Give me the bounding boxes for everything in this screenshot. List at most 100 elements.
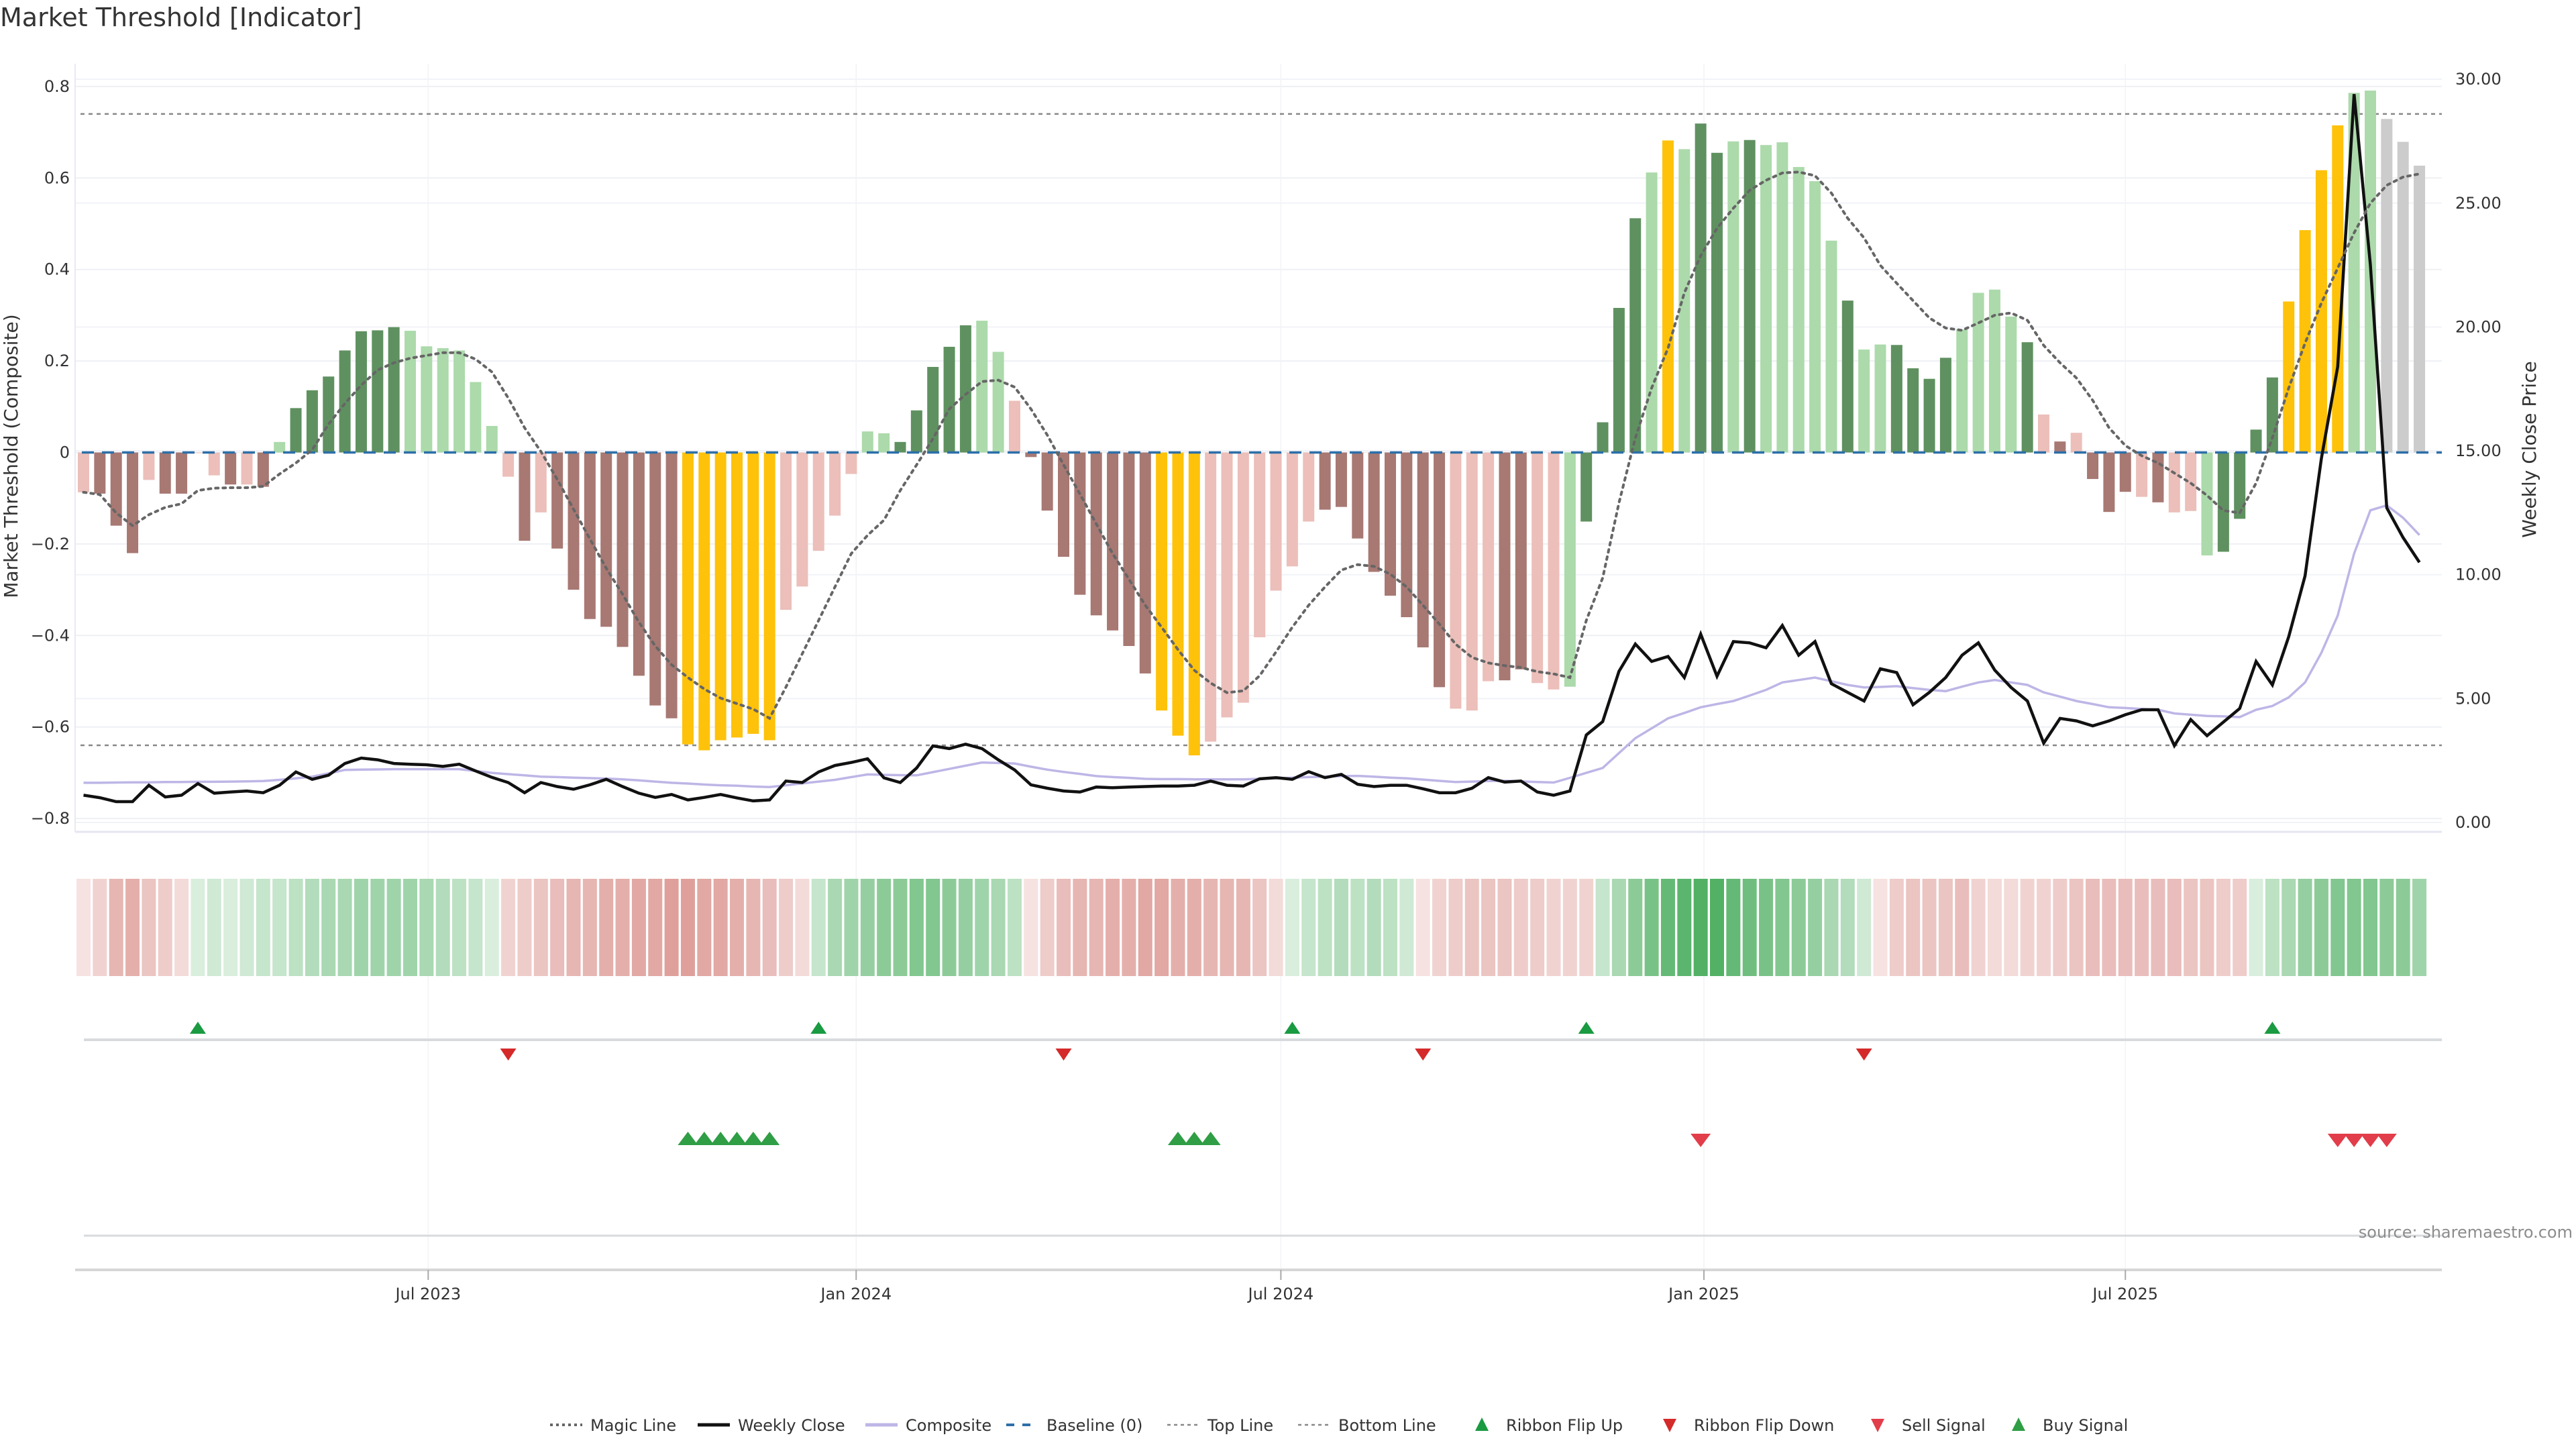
ribbon-cell — [1318, 879, 1332, 976]
ribbon-cell — [1220, 879, 1234, 976]
legend-triangle-up-icon — [1475, 1417, 1489, 1431]
ribbon-cell — [419, 879, 434, 976]
ribbon-cell — [1889, 879, 1904, 976]
ribbon-cell — [582, 879, 597, 976]
ribbon-strip — [76, 879, 2427, 976]
ribbon-cell — [1677, 879, 1692, 976]
composite-bar — [780, 452, 792, 610]
ribbon-cell — [1236, 879, 1250, 976]
composite-bar — [1988, 289, 2000, 453]
buy-signal-marker — [1167, 1132, 1188, 1145]
ribbon-cell — [2151, 879, 2165, 976]
y-tick-label: 0.6 — [44, 168, 70, 187]
composite-bar — [2397, 142, 2409, 453]
composite-bar — [421, 346, 433, 453]
composite-bar — [388, 327, 400, 453]
composite-bar — [241, 452, 253, 485]
ribbon-cell — [1432, 879, 1447, 976]
composite-bar — [845, 452, 857, 474]
ribbon-cell — [1203, 879, 1218, 976]
ribbon-cell — [1824, 879, 1839, 976]
ribbon-cell — [1808, 879, 1823, 976]
composite-bar — [829, 452, 841, 516]
ribbon-cell — [1073, 879, 1087, 976]
composite-bar — [927, 366, 939, 453]
ribbon-cell — [2053, 879, 2068, 976]
ribbon-cell — [942, 879, 957, 976]
composite-bar — [665, 452, 678, 718]
ribbon-cell — [2118, 879, 2133, 976]
composite-bar — [2005, 316, 2017, 453]
y-tick-label: 0.8 — [44, 77, 70, 96]
composite-bar — [747, 452, 759, 734]
legend-label: Top Line — [1207, 1416, 1273, 1435]
ribbon-cell — [2265, 879, 2279, 976]
ribbon-cell — [1497, 879, 1512, 976]
composite-bar — [2185, 452, 2197, 511]
ribbon-cell — [1791, 879, 1806, 976]
composite-bar — [2315, 170, 2327, 453]
ribbon-cell — [1742, 879, 1757, 976]
ribbon-cell — [1759, 879, 1774, 976]
composite-bar — [1221, 452, 1233, 718]
legend-item: Baseline (0) — [1006, 1416, 1142, 1435]
composite-bar — [1401, 452, 1413, 618]
ribbon-cell — [272, 879, 287, 976]
ribbon-cell — [1644, 879, 1659, 976]
composite-bar — [649, 452, 661, 706]
composite-bar — [861, 431, 873, 453]
composite-bar — [1629, 218, 1642, 453]
legend-triangle-up-icon — [2012, 1417, 2025, 1431]
ribbon-cell — [1399, 879, 1414, 976]
ribbon-cell — [1987, 879, 2002, 976]
y-tick-label: −0.4 — [31, 626, 70, 645]
ribbon-cell — [1106, 879, 1120, 976]
buy-signal-marker — [710, 1132, 731, 1145]
composite-bar — [290, 408, 302, 453]
ribbon-cell — [1938, 879, 1953, 976]
composite-bar — [1874, 344, 1886, 453]
ribbon-cell — [1693, 879, 1708, 976]
composite-bar — [208, 452, 220, 476]
x-tick-label: Jan 2025 — [1667, 1285, 1739, 1303]
ribbon-cell — [1611, 879, 1626, 976]
composite-bar — [1139, 452, 1151, 674]
composite-bar — [127, 452, 139, 553]
ribbon-cell — [1513, 879, 1528, 976]
ribbon-cell — [713, 879, 728, 976]
composite-bar — [306, 390, 318, 453]
composite-bar — [2250, 429, 2262, 453]
ribbon-cell — [1155, 879, 1169, 976]
ribbon-cell — [2004, 879, 2019, 976]
ribbon-cell — [109, 879, 123, 976]
ribbon-cell — [1138, 879, 1152, 976]
sell-signal-marker — [2344, 1134, 2365, 1147]
ribbon-cell — [1040, 879, 1055, 976]
ribbon-cell — [1187, 879, 1201, 976]
composite-bar — [2414, 165, 2426, 453]
ribbon-cell — [2396, 879, 2410, 976]
ribbon-cell — [1171, 879, 1185, 976]
composite-bar — [731, 452, 743, 738]
x-tick-label: Jul 2025 — [2091, 1285, 2158, 1303]
legend-label: Composite — [906, 1416, 991, 1435]
y-axis-left-label: Market Threshold (Composite) — [0, 314, 22, 598]
composite-bar — [698, 452, 710, 751]
y2-tick-label: 10.00 — [2455, 566, 2502, 584]
ribbon-cell — [1579, 879, 1594, 976]
composite-bar — [1548, 452, 1560, 690]
legend-item: Magic Line — [550, 1416, 676, 1435]
composite-bar — [94, 452, 106, 494]
composite-bar — [1205, 452, 1217, 742]
ribbon-cell — [1252, 879, 1267, 976]
ribbon-cell — [1955, 879, 1970, 976]
ribbon-cell — [828, 879, 843, 976]
ribbon-cell — [2135, 879, 2149, 976]
ribbon-cell — [191, 879, 205, 976]
x-tick-label: Jan 2024 — [819, 1285, 892, 1303]
composite-bar — [1335, 452, 1347, 507]
y2-tick-label: 5.00 — [2455, 689, 2491, 708]
composite-bar — [257, 452, 269, 487]
composite-bar — [1123, 452, 1135, 646]
composite-bar — [339, 350, 351, 453]
